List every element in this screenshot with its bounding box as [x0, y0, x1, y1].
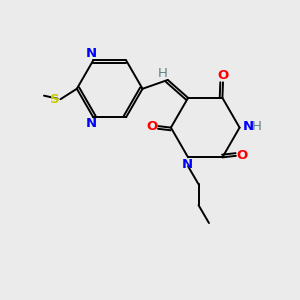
Text: O: O — [237, 149, 248, 162]
Text: O: O — [146, 120, 158, 133]
Text: H: H — [158, 67, 167, 80]
Text: H: H — [252, 120, 262, 133]
Text: N: N — [242, 120, 253, 133]
Text: S: S — [50, 93, 59, 106]
Text: N: N — [182, 158, 193, 171]
Text: O: O — [218, 69, 229, 82]
Text: N: N — [86, 47, 97, 60]
Text: N: N — [86, 117, 97, 130]
